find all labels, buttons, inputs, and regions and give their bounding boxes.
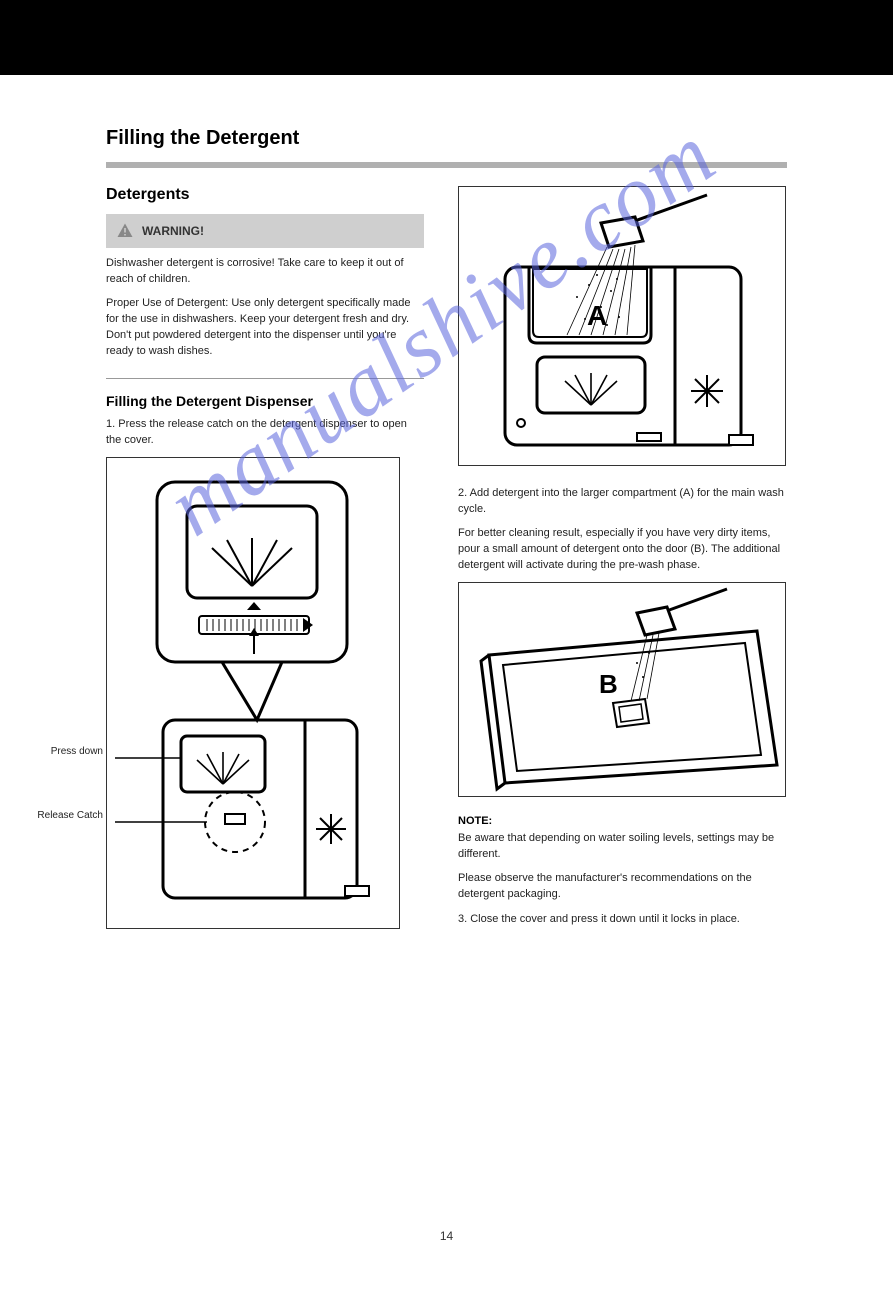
warning-triangle-icon <box>116 222 134 240</box>
thin-divider <box>106 378 424 379</box>
svg-text:A: A <box>587 300 607 331</box>
warning-body-text: Dishwasher detergent is corrosive! Take … <box>106 256 424 288</box>
step-2: 2. Add detergent into the larger compart… <box>458 486 786 518</box>
grey-divider-bar <box>106 162 787 168</box>
step-3: 3. Close the cover and press it down unt… <box>458 912 786 928</box>
door-b-illustration: B <box>459 583 787 798</box>
label-release-catch: Release Catch <box>37 810 103 821</box>
section-title: Filling the Detergent <box>106 127 787 150</box>
filling-dispenser-heading: Filling the Detergent Dispenser <box>106 393 424 409</box>
diagram-open-dispenser: Press down Release Catch <box>106 457 400 929</box>
step-2b: For better cleaning result, especially i… <box>458 526 786 574</box>
diagram-door-b: B <box>458 582 786 797</box>
dispenser-open-illustration <box>107 458 401 930</box>
detergents-heading: Detergents <box>106 186 424 204</box>
diagram-compartment-a: A <box>458 186 786 466</box>
page-number: 14 <box>440 1229 453 1243</box>
step-1: 1. Press the release catch on the deterg… <box>106 417 424 449</box>
warning-label: WARNING! <box>142 224 204 238</box>
left-column: Detergents WARNING! Dishwasher detergent… <box>106 186 424 936</box>
top-black-banner <box>0 0 893 75</box>
right-column: A 2. Add detergent into the larger compa… <box>458 186 786 936</box>
note-1: Be aware that depending on water soiling… <box>458 831 786 863</box>
warning-box: WARNING! <box>106 214 424 248</box>
compartment-a-illustration: A <box>459 187 787 467</box>
para-proper-use: Proper Use of Detergent: Use only deterg… <box>106 296 424 360</box>
svg-text:B: B <box>599 669 618 699</box>
note-2: Please observe the manufacturer's recomm… <box>458 871 786 903</box>
label-press-down: Press down <box>51 746 103 757</box>
note-heading: NOTE: <box>458 815 786 827</box>
